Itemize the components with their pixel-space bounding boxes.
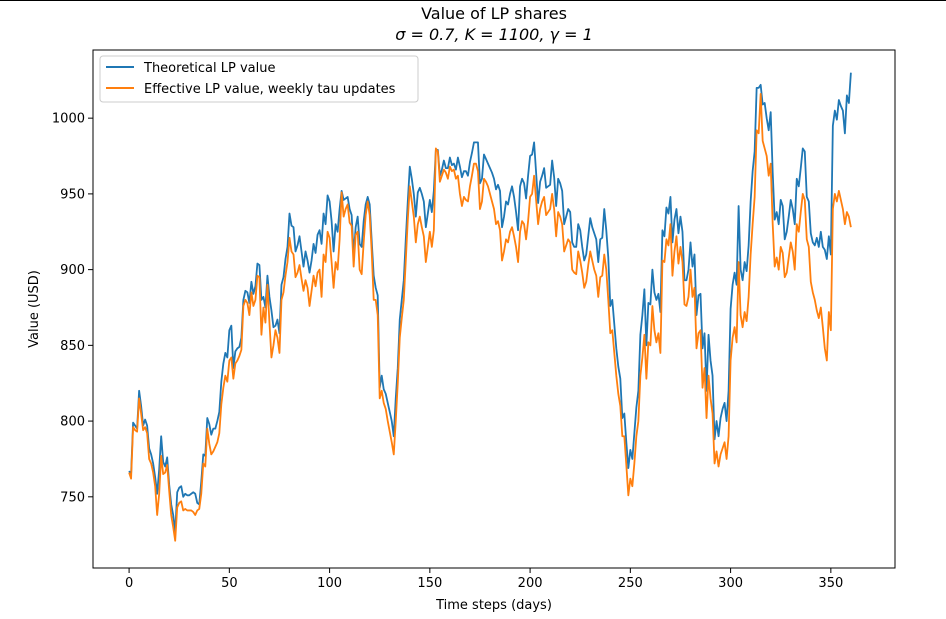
x-tick-label: 100	[317, 576, 342, 591]
chart-subtitle: σ = 0.7, K = 1100, γ = 1	[395, 25, 593, 44]
x-tick-label: 150	[417, 576, 442, 591]
series-line-theoretical	[128, 72, 852, 533]
y-tick-label: 950	[60, 187, 85, 202]
series-lines	[128, 72, 852, 542]
y-tick-label: 1000	[52, 112, 85, 127]
x-tick-label: 50	[221, 576, 238, 591]
x-tick-label: 0	[125, 576, 133, 591]
y-tick-label: 900	[60, 263, 85, 278]
x-tick-label: 350	[818, 576, 843, 591]
axis-ticks: 0 50 100 150 200 250 300 350 750 800 850 900 950 1000	[52, 112, 843, 591]
series-line-effective	[128, 93, 852, 542]
legend-label-effective: Effective LP value, weekly tau updates	[144, 82, 396, 97]
x-tick-label: 250	[618, 576, 643, 591]
plot-area-frame	[92, 49, 896, 569]
top-border-line	[0, 0, 946, 1]
y-axis-label: Value (USD)	[27, 270, 42, 348]
x-axis-label: Time steps (days)	[435, 598, 552, 613]
x-tick-label: 300	[718, 576, 743, 591]
x-tick-label: 200	[518, 576, 543, 591]
chart-title: Value of LP shares	[421, 4, 567, 23]
y-tick-label: 800	[60, 415, 85, 430]
y-tick-label: 850	[60, 339, 85, 354]
y-tick-label: 750	[60, 490, 85, 505]
legend-box	[99, 55, 419, 103]
legend: Theoretical LP value Effective LP value,…	[99, 55, 419, 103]
legend-label-theoretical: Theoretical LP value	[143, 61, 275, 76]
